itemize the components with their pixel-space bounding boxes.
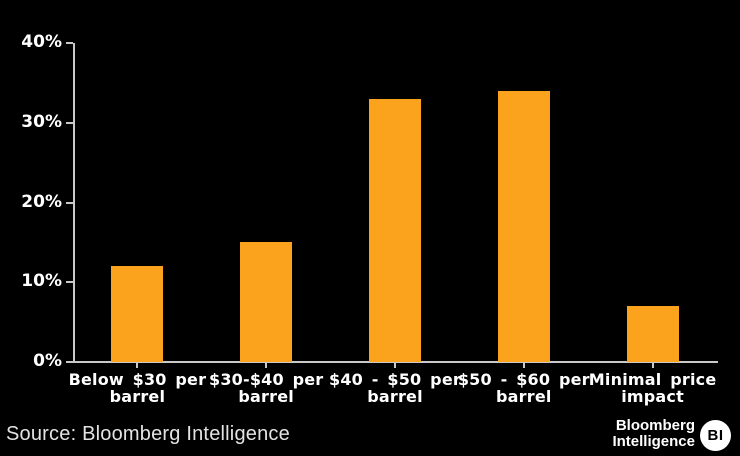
bar [240,242,293,362]
bar [111,266,164,362]
category-label: Below $30 per barrel [62,371,212,405]
y-axis-line [73,43,75,362]
category-label-line: barrel [238,387,294,406]
category-label: $40 - $50 per barrel [320,371,470,405]
bi-logo-badge: BI [700,420,731,451]
y-axis-tick [66,42,73,44]
category-label-line: barrel [367,387,423,406]
category-label-line: impact [621,387,684,406]
x-axis-line [73,361,718,363]
y-axis-tick-label: 20% [21,191,62,212]
x-axis-tick [265,363,268,368]
bar [369,98,421,362]
y-axis-tick [66,361,73,363]
y-axis-tick-label: 30% [21,111,62,132]
x-axis-tick [394,363,396,368]
bar [497,90,550,362]
category-label-line: barrel [496,387,552,406]
y-axis-tick [66,121,73,124]
bar [626,306,679,362]
brand-line2: Intelligence [612,433,695,450]
y-axis-tick-label: 10% [21,271,62,292]
x-axis-tick [136,363,139,368]
category-label-line: $30-$40 per [208,370,324,389]
x-axis-tick [522,363,525,368]
x-axis-tick [651,363,654,368]
category-label-line: Minimal price [588,370,717,389]
category-label-line: barrel [109,387,166,406]
y-axis-tick-label: 40% [21,32,62,52]
y-axis-tick [66,201,73,204]
brand-line1: Bloomberg [615,417,695,434]
category-label-line: $40 - $50 per [329,370,461,389]
category-label: $30-$40 per barrel [191,371,341,405]
brand-lockup: Bloomberg Intelligence [612,418,695,450]
category-label-line: $50 - $60 per [457,370,590,389]
category-label: Minimal price impact [578,371,728,405]
category-label: $50 - $60 per barrel [449,371,599,405]
y-axis-tick-label: 0% [33,351,62,371]
y-axis-tick [66,281,73,284]
category-label-line: Below $30 per [68,370,207,389]
source-text: Source: Bloomberg Intelligence [6,423,290,445]
